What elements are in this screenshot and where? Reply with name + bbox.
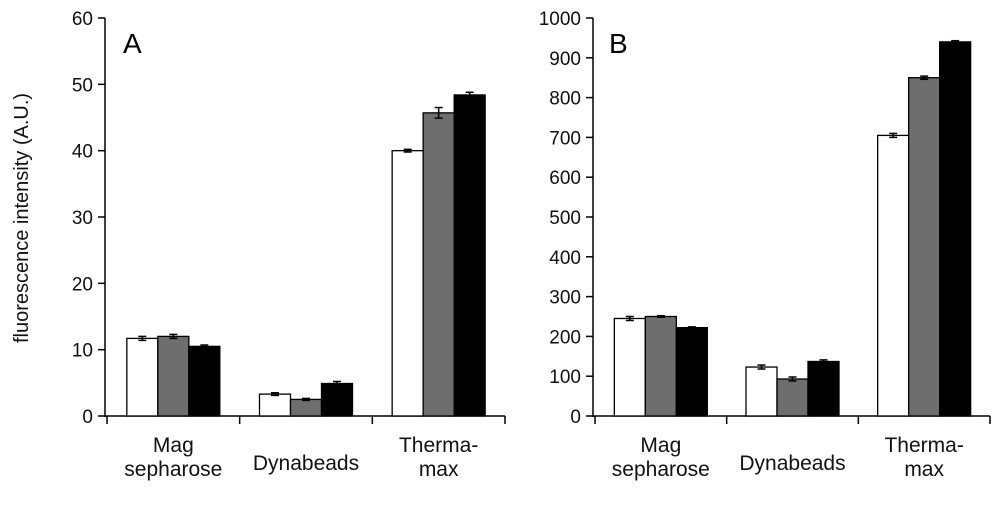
bar	[807, 360, 840, 417]
category-label: Mag	[640, 434, 681, 457]
y-tick-label: 600	[549, 168, 581, 189]
y-tick-label: 0	[570, 407, 581, 428]
category-label: sepharose	[124, 458, 222, 481]
bar	[908, 77, 941, 417]
category-label: Dynabeads	[253, 452, 359, 475]
category-label: Dynabeads	[739, 452, 845, 475]
panel-label: A	[123, 28, 142, 59]
bar	[422, 112, 455, 417]
y-tick-label: 900	[549, 49, 581, 70]
bar	[258, 393, 292, 417]
y-tick-label: 500	[549, 208, 581, 229]
y-tick-label: 30	[72, 208, 93, 229]
bar	[613, 317, 646, 417]
bar	[188, 345, 221, 417]
y-tick-label: 700	[549, 128, 581, 149]
bar	[745, 366, 778, 417]
category-label: max	[419, 458, 459, 481]
category-label: Mag	[153, 434, 194, 457]
y-tick-label: 20	[72, 274, 93, 295]
chart-panel-b: 0 100 200 300 400 500 600 700 800 900 1000 Magsepha…	[539, 9, 991, 481]
bar	[939, 41, 972, 417]
bar	[453, 94, 486, 417]
panel-label: B	[609, 28, 628, 59]
y-axis-label: fluorescence intensity (A.U.)	[11, 93, 33, 343]
y-tick-label: 400	[549, 248, 581, 269]
y-tick-label: 1000	[539, 9, 581, 30]
bar	[157, 335, 190, 417]
y-tick-label: 300	[549, 288, 581, 309]
y-tick-label: 60	[72, 9, 93, 30]
category-label: Therma-	[884, 434, 963, 457]
bar	[391, 150, 424, 417]
bar	[776, 378, 809, 417]
y-tick-label: 0	[82, 407, 93, 428]
y-tick-label: 10	[72, 341, 93, 362]
y-tick-label: 200	[549, 327, 581, 348]
bar	[675, 326, 708, 417]
category-label: Therma-	[399, 434, 478, 457]
bar	[320, 382, 354, 417]
bar	[126, 337, 159, 417]
bar	[289, 398, 323, 417]
category-label: sepharose	[612, 458, 710, 481]
bar	[877, 134, 910, 417]
y-tick-label: 40	[72, 142, 93, 163]
bar	[644, 315, 677, 417]
y-tick-label: 800	[549, 89, 581, 110]
y-tick-label: 50	[72, 75, 93, 96]
category-label: max	[904, 458, 944, 481]
y-tick-label: 100	[549, 367, 581, 388]
